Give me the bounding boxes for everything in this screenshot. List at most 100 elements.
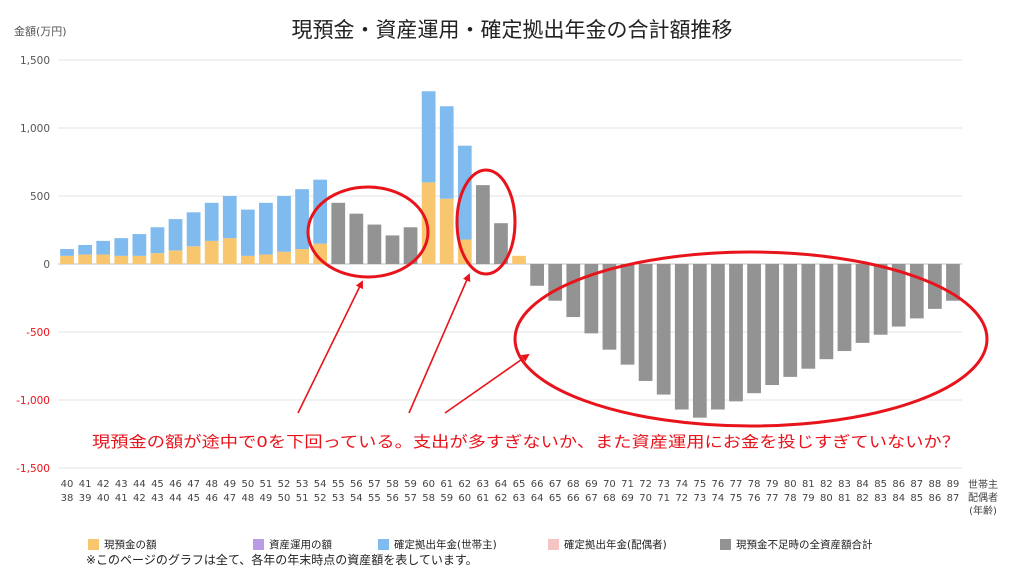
x-tick-label: 45 [151,479,164,490]
legend-item: 確定拠出年金(世帯主) [378,537,497,552]
bar-series-2 [439,106,454,199]
bar-series-0 [60,255,74,264]
x-tick-label: 40 [97,493,110,504]
bar-series-4 [367,224,382,264]
legend-item: 資産運用の額 [253,537,332,552]
bar-series-2 [295,189,309,250]
x-axis-label: 配偶者 [968,491,998,504]
x-tick-label: 41 [79,479,92,490]
annotation-arrow [297,280,363,414]
x-tick-label: 46 [169,479,182,490]
x-tick-label: 49 [223,479,236,490]
annotation-text: 現預金の額が途中で0を下回っている。支出が多すぎないか、また資産運用にお金を投じ… [92,433,960,451]
x-tick-label: 70 [639,493,652,504]
x-tick-label: 43 [151,493,164,504]
x-tick-labels: 40 38 41 39 42 40 43 41 44 42 45 43 46 44 47 45 48 46 49 47… [61,478,998,517]
bar-series-2 [421,91,436,183]
x-tick-label: 47 [187,479,200,490]
x-tick-label: 82 [820,479,833,490]
bar-series-4 [548,264,563,301]
x-tick-label: 63 [477,479,490,490]
x-tick-label: 66 [567,493,580,504]
x-tick-label: 69 [585,479,598,490]
bar-series-2 [259,202,273,255]
x-tick-label: 82 [856,493,869,504]
bar-series-2 [150,227,165,254]
bar-series-0 [512,255,526,264]
bar-series-0 [222,238,237,264]
x-tick-label: 72 [639,479,652,490]
x-tick-label: 80 [784,479,797,490]
legend-item: 現預金の額 [88,537,157,552]
x-tick-label: 53 [296,479,309,490]
x-tick-label: 49 [260,493,273,504]
footnote: ※このページのグラフは全て、各年の年末時点の資産額を表しています。 [86,553,478,567]
bar-series-4 [566,264,581,318]
bar-series-4 [656,264,671,395]
bar-series-4 [747,264,761,394]
bar-series-4 [620,264,635,365]
x-tick-label: 62 [495,493,508,504]
bar-series-0 [295,249,309,264]
x-tick-label: 77 [766,493,779,504]
x-tick-label: 85 [910,493,923,504]
bar-series-2 [240,209,255,256]
x-tick-label: 71 [621,479,634,490]
legend-label: 確定拠出年金(配偶者) [564,539,667,551]
annotation-arrow [408,273,471,414]
x-tick-label: 53 [332,493,345,504]
bar-series-0 [240,255,255,264]
x-tick-label: 74 [675,479,688,490]
x-tick-label: 74 [712,493,725,504]
bar-series-0 [168,250,183,264]
highlight-ellipse [513,250,989,428]
x-tick-label: 70 [603,479,616,490]
y-tick-label: -1,500 [16,463,50,475]
bar-series-4 [403,227,418,264]
bar-series-4 [729,264,743,402]
bar-series-2 [168,219,183,251]
legend-swatch [720,539,731,550]
bar-series-4 [891,264,906,327]
bar-series-4 [711,264,725,410]
x-tick-label: 87 [910,479,923,490]
x-tick-label: 88 [929,479,942,490]
bar-series-2 [457,145,472,240]
x-tick-label: 55 [368,493,381,504]
y-tick-label: 1,500 [20,55,50,67]
bar-series-4 [692,264,707,418]
bar-series-2 [132,234,147,256]
x-tick-label: 67 [585,493,598,504]
x-tick-label: 52 [278,479,291,490]
x-tick-label: 38 [61,493,74,504]
x-tick-label: 77 [730,479,743,490]
y-tick-label: 1,000 [20,123,50,135]
bar-series-2 [204,202,219,241]
x-tick-label: 61 [440,479,453,490]
x-tick-label: 54 [314,479,327,490]
x-tick-label: 85 [874,479,887,490]
x-tick-label: 68 [567,479,580,490]
x-tick-label: 39 [79,493,92,504]
legend: 現預金の額 資産運用の額 確定拠出年金(世帯主) 確定拠出年金(配偶者) 現預金不足時の… [88,537,988,553]
legend-label: 資産運用の額 [269,539,332,551]
x-tick-label: 67 [549,479,562,490]
bar-series-0 [132,255,147,264]
legend-swatch [88,539,99,550]
x-tick-label: 60 [458,493,471,504]
bar-series-0 [277,251,291,264]
bar-series-0 [439,198,454,264]
x-tick-label: 75 [693,479,706,490]
x-tick-label: 78 [784,493,797,504]
x-tick-label: 59 [404,479,417,490]
x-tick-label: 65 [549,493,562,504]
bar-series-4 [674,264,689,410]
bar-series-0 [114,255,129,264]
chart-title: 現預金・資産運用・確定拠出年金の合計額推移 [291,18,733,42]
x-tick-label: 80 [820,493,833,504]
x-tick-label: 58 [422,493,435,504]
x-tick-label: 48 [241,493,254,504]
x-tick-label: 84 [892,493,905,504]
x-tick-label: 64 [531,493,544,504]
x-tick-label: 48 [205,479,218,490]
